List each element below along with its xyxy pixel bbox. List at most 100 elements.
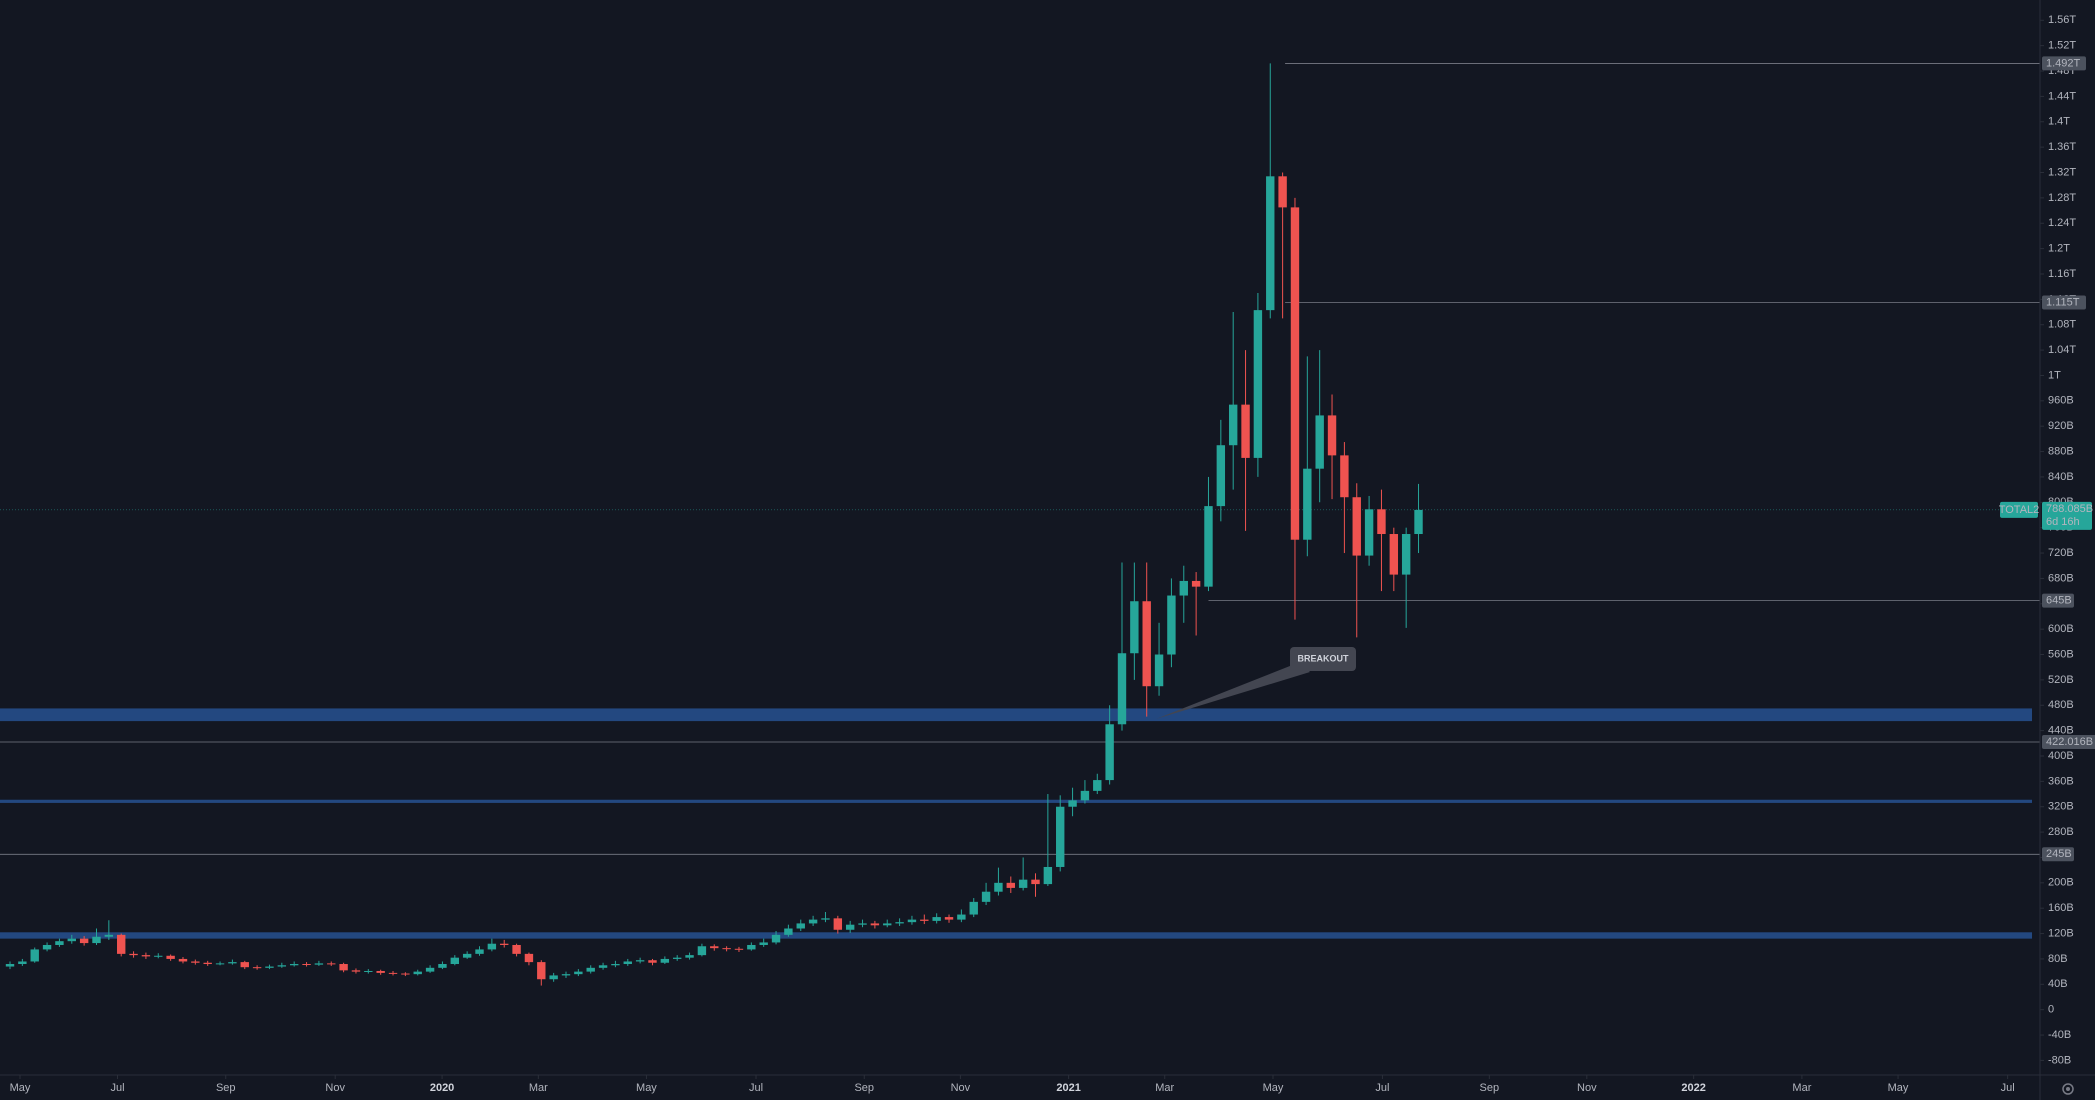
candle-body xyxy=(1204,506,1213,587)
x-tick-label: Jul xyxy=(110,1082,124,1094)
y-tick-label: 200B xyxy=(2048,877,2074,889)
candle-body xyxy=(1414,509,1423,535)
y-tick-label: 160B xyxy=(2048,902,2074,914)
candle-body xyxy=(796,923,805,929)
candle-body xyxy=(623,961,632,965)
candle-body xyxy=(784,928,793,935)
candle-body xyxy=(277,965,287,967)
candle-body xyxy=(5,964,15,967)
candle-body xyxy=(388,972,398,974)
candle-body xyxy=(401,973,410,975)
countdown-label: 6d 16h xyxy=(2046,516,2080,528)
candle-body xyxy=(154,955,163,957)
symbol-label: TOTAL2 xyxy=(1999,504,2040,516)
candle-body xyxy=(327,963,336,965)
candle-body xyxy=(1142,601,1151,687)
last-price-box xyxy=(2042,501,2092,530)
x-tick-label: 2021 xyxy=(1056,1082,1080,1094)
y-tick-label: 520B xyxy=(2048,674,2074,686)
y-tick-label: 600B xyxy=(2048,623,2074,635)
candle-body xyxy=(771,934,781,943)
y-tick-label: 80B xyxy=(2048,953,2068,965)
y-tick-label: 360B xyxy=(2048,775,2074,787)
candle-body xyxy=(1266,176,1275,311)
candle-body xyxy=(981,891,991,902)
level-price-label: 245B xyxy=(2046,848,2072,860)
x-tick-label: Mar xyxy=(529,1082,548,1094)
settings-icon[interactable] xyxy=(2062,1083,2074,1095)
candle-body xyxy=(697,946,707,956)
candle-body xyxy=(314,963,324,965)
zone xyxy=(0,799,2032,803)
candle-body xyxy=(1068,800,1077,807)
candle-body xyxy=(42,944,52,950)
candle-body xyxy=(351,970,361,972)
y-tick-label: 720B xyxy=(2048,547,2074,559)
candle-body xyxy=(203,962,212,965)
candle-body xyxy=(759,942,768,945)
candle-body xyxy=(475,949,484,954)
candle-body xyxy=(833,918,843,930)
candle-body xyxy=(549,975,558,980)
y-tick-label: 320B xyxy=(2048,801,2074,813)
level-price-box xyxy=(2042,56,2086,71)
candle-body xyxy=(710,946,719,949)
candle-body xyxy=(376,970,385,973)
x-tick-label: Sep xyxy=(216,1082,236,1094)
y-tick-label: 400B xyxy=(2048,750,2074,762)
symbol-box xyxy=(2000,501,2038,518)
x-tick-label: May xyxy=(1263,1082,1284,1094)
candle-body xyxy=(500,943,509,945)
y-tick-label: 1.32T xyxy=(2048,166,2076,178)
candle-body xyxy=(907,919,917,923)
level-price-box xyxy=(2042,593,2074,608)
x-tick-label: Jul xyxy=(749,1082,763,1094)
y-tick-label: 560B xyxy=(2048,648,2074,660)
candle-body xyxy=(178,958,188,962)
level-price-label: 422.016B xyxy=(2046,736,2093,748)
candle-body xyxy=(1327,415,1337,456)
candle-body xyxy=(228,962,237,964)
candle-body xyxy=(685,955,694,958)
y-tick-label: 1T xyxy=(2048,369,2061,381)
x-tick-label: Jul xyxy=(1375,1082,1389,1094)
y-tick-label: 1.4T xyxy=(2048,116,2070,128)
x-tick-label: Sep xyxy=(854,1082,874,1094)
level-price-box xyxy=(2042,295,2086,310)
candle-body xyxy=(1401,534,1411,575)
y-tick-label: 0 xyxy=(2048,1004,2054,1016)
callout-box[interactable] xyxy=(1290,647,1356,671)
candle-body xyxy=(1043,866,1053,885)
candle-body xyxy=(104,934,114,937)
x-tick-label: Jul xyxy=(2001,1082,2015,1094)
zone xyxy=(0,708,2032,722)
candle-body xyxy=(586,967,595,972)
candle-body xyxy=(524,953,534,963)
candle-body xyxy=(1278,176,1287,208)
candle-body xyxy=(747,944,756,950)
candle-body xyxy=(289,964,299,966)
level-price-label: 645B xyxy=(2046,595,2072,607)
x-tick-label: May xyxy=(636,1082,657,1094)
candle-body xyxy=(734,948,744,950)
candle-body xyxy=(1130,601,1139,654)
candle-body xyxy=(944,917,954,920)
y-tick-label: 1.08T xyxy=(2048,319,2076,331)
candle-body xyxy=(462,953,472,958)
candle-body xyxy=(1080,790,1090,801)
candle-body xyxy=(339,964,348,971)
candle-body xyxy=(722,948,731,950)
y-tick-label: 1.28T xyxy=(2048,192,2076,204)
candle-body xyxy=(1006,882,1015,888)
y-tick-label: 1.16T xyxy=(2048,268,2076,280)
callout-text: BREAKOUT xyxy=(1298,653,1350,663)
y-tick-label: 920B xyxy=(2048,420,2074,432)
candle-body xyxy=(166,955,175,959)
candle-body xyxy=(870,923,880,926)
level-price-box xyxy=(2042,847,2074,862)
candle-body xyxy=(1154,654,1164,687)
level-price-label: 1.492T xyxy=(2046,57,2081,69)
y-tick-label: 1.44T xyxy=(2048,90,2076,102)
candle-body xyxy=(858,923,867,925)
